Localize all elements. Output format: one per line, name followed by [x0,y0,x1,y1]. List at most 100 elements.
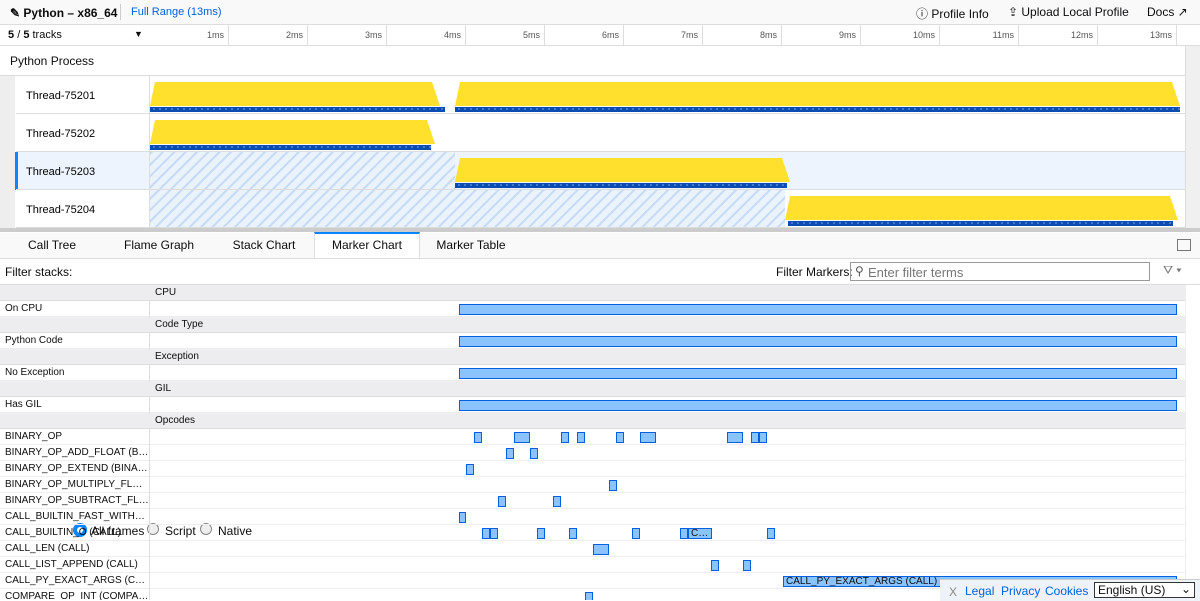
tab[interactable]: Marker Table [436,238,506,252]
marker[interactable] [459,304,1177,315]
top-bar: ✎ Python – x86_64 Full Range (13ms) ⓘ Pr… [0,0,1200,25]
marker-row-label[interactable]: CALL_LEN (CALL) [5,543,90,554]
footer-close[interactable]: X [949,585,958,599]
marker[interactable] [577,432,585,443]
splitter[interactable] [0,228,1200,232]
marker[interactable] [711,560,719,571]
filter-input[interactable]: ⚲ Enter filter terms [850,262,1150,281]
marker[interactable] [585,592,593,600]
label-divider [149,461,150,477]
marker[interactable] [609,480,617,491]
profile-name[interactable]: ✎ Python – x86_64 [10,6,118,20]
marker[interactable] [474,432,482,443]
marker[interactable] [530,448,538,459]
marker[interactable] [466,464,474,475]
marker-row-label[interactable]: CALL_BUILTIN_FAST_WITH… [5,511,145,522]
marker[interactable] [498,496,506,507]
thread-name[interactable]: Thread-75203 [26,166,95,178]
marker[interactable] [459,512,466,523]
tick-label: 13ms [1149,30,1172,40]
label-divider [149,541,150,557]
marker-row-label[interactable]: No Exception [5,367,65,378]
row-border [0,316,1185,317]
marker-row-label[interactable]: Python Code [5,335,63,346]
track-count[interactable]: 5 / 5 tracks [8,29,62,41]
marker[interactable] [759,432,767,443]
sidebar-toggle[interactable] [1177,239,1191,251]
marker[interactable] [490,528,498,539]
scrollbar[interactable] [1185,46,1200,228]
marker[interactable]: C… [688,528,712,539]
label-divider [149,573,150,589]
marker[interactable] [459,368,1177,379]
marker[interactable] [632,528,640,539]
marker[interactable] [751,432,759,443]
marker[interactable] [561,432,569,443]
radio[interactable] [147,523,159,535]
radio[interactable] [200,523,212,535]
marker[interactable] [569,528,577,539]
marker[interactable] [593,544,609,555]
marker[interactable] [514,432,530,443]
marker[interactable] [727,432,743,443]
marker-row-label[interactable]: On CPU [5,303,43,314]
marker-row-label[interactable]: BINARY_OP_EXTEND (BINA… [5,463,148,474]
marker[interactable] [553,496,561,507]
radio-label: Native [218,524,253,538]
tab[interactable]: Stack Chart [232,238,296,252]
selected-border [15,152,18,190]
tick-label: 9ms [838,30,856,40]
profile-info[interactable]: ⓘ Profile Info [916,7,989,21]
radio[interactable] [73,523,87,537]
marker-row-label[interactable]: BINARY_OP [5,431,63,442]
sample-bar [788,221,1173,226]
thread-name[interactable]: Thread-75204 [26,204,95,216]
marker[interactable] [459,336,1177,347]
marker[interactable] [482,528,490,539]
footer-link[interactable]: Privacy [1001,584,1041,598]
marker[interactable] [743,560,751,571]
marker-scrollbar[interactable] [1185,285,1200,600]
thread-name[interactable]: Thread-75202 [26,128,95,140]
marker-row-label[interactable]: Has GIL [5,399,42,410]
footer-link[interactable]: Cookies [1045,584,1089,598]
marker[interactable] [537,528,545,539]
row-border [0,412,1185,413]
marker-row-label[interactable]: CALL_BUILTIN_O (CALL) [5,527,121,538]
marker-row-label[interactable]: CALL_LIST_APPEND (CALL) [5,559,138,570]
ticks: 1ms 2ms 3ms 4ms 5ms 6ms 7ms 8ms 9ms 10ms 11ms 12ms 1… [0,25,1200,45]
marker-row-label[interactable]: BINARY_OP_SUBTRACT_FL… [5,495,149,506]
marker[interactable] [767,528,775,539]
tick-line [228,25,229,45]
radio-label: All frames [91,524,145,538]
group-row [0,317,1185,333]
upload[interactable]: ⇪ Upload Local Profile [1008,5,1129,19]
marker[interactable] [680,528,688,539]
marker[interactable] [616,432,624,443]
label-divider [149,429,150,445]
tab[interactable]: Flame Graph [123,238,195,252]
marker[interactable] [459,400,1177,411]
tab[interactable]: Marker Chart [314,232,420,258]
marker-row-label[interactable]: BINARY_OP_ADD_FLOAT (B… [5,447,149,458]
marker-row-label[interactable]: BINARY_OP_MULTIPLY_FL… [5,479,143,490]
marker[interactable] [506,448,514,459]
group-name: CPU [155,287,177,298]
tick-line [307,25,308,45]
docs[interactable]: Docs ↗ [1147,5,1188,19]
tab[interactable]: Call Tree [27,238,77,252]
dropdown-arrow[interactable]: ▼ [134,29,143,39]
filter-menu[interactable]: ⛛ ▾ [1163,263,1182,277]
range[interactable]: Full Range (13ms) [131,6,222,18]
thread-label-bg [16,76,150,114]
idle-hatch [150,190,785,227]
tick-label: 2ms [285,30,303,40]
marker-row-label[interactable]: COMPARE_OP_INT (COMPA… [5,591,149,600]
marker[interactable] [640,432,656,443]
language-select[interactable]: English (US) ⌄ [1094,582,1195,598]
thread-name[interactable]: Thread-75201 [26,90,95,102]
tick-line [544,25,545,45]
footer-link[interactable]: Legal [965,584,995,598]
process-name[interactable]: Python Process [10,54,95,68]
marker-row-label[interactable]: CALL_PY_EXACT_ARGS (C… [5,575,146,586]
